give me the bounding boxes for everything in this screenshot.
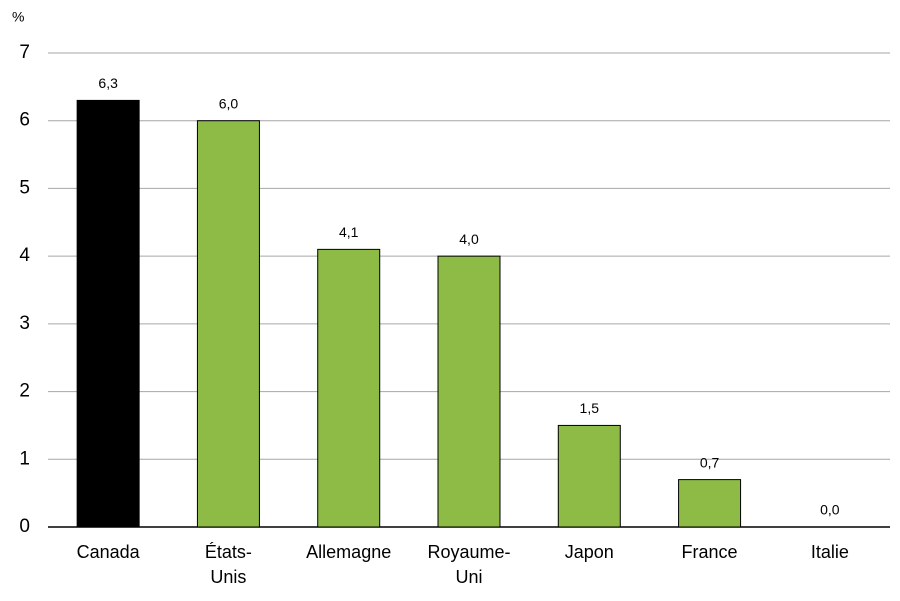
y-tick-label: 2 [19,381,30,402]
value-label: 6,0 [219,95,239,111]
x-tick-label: Royaume-Uni [427,542,510,587]
bar [557,424,621,528]
y-tick-label: 4 [19,245,30,266]
value-label: 0,7 [700,454,720,470]
value-label: 4,1 [339,224,359,240]
y-axis-label: % [12,9,24,25]
bar [317,248,381,528]
y-tick-label: 6 [19,110,30,131]
bar [76,99,140,528]
value-label: 6,3 [98,75,118,91]
y-tick-label: 5 [19,177,30,198]
bar [196,120,260,528]
value-label: 4,0 [459,231,479,247]
y-tick-label: 7 [19,42,30,63]
x-tick-label: Italie [811,542,849,562]
x-tick-label: Japon [565,542,614,562]
x-tick-label: États-Unis [205,542,252,587]
x-tick-label: Allemagne [306,542,391,562]
y-tick-label: 1 [19,448,30,469]
y-tick-label: 3 [19,313,30,334]
x-tick-label: Canada [77,542,141,562]
value-label: 0,0 [820,502,840,518]
y-tick-label: 0 [19,516,30,537]
bar [437,255,501,528]
value-label: 1,5 [580,400,600,416]
x-tick-label: France [682,542,738,562]
bar [678,479,742,528]
